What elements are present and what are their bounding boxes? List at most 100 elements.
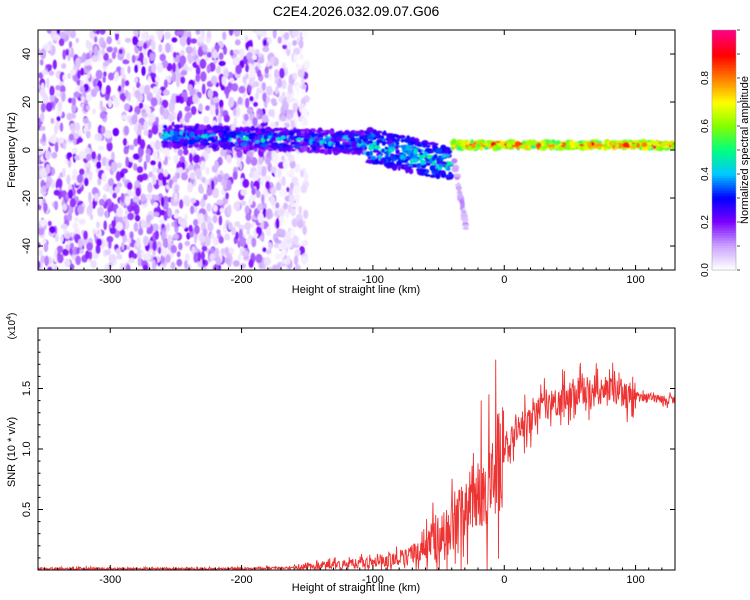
carrier-point bbox=[636, 142, 640, 149]
signal-track-middle-point bbox=[406, 138, 410, 142]
noise-speckle bbox=[122, 215, 128, 221]
signal-track-middle-point bbox=[395, 141, 400, 145]
carrier-point bbox=[536, 142, 542, 148]
noise-speckle bbox=[157, 161, 162, 170]
noise-speckle bbox=[53, 189, 61, 196]
noise-speckle bbox=[141, 112, 148, 118]
noise-speckle bbox=[127, 212, 134, 221]
noise-speckle bbox=[114, 186, 120, 194]
colorbar-step bbox=[712, 180, 736, 184]
noise-speckle bbox=[223, 68, 229, 78]
noise-speckle bbox=[84, 177, 89, 187]
noise-speckle bbox=[196, 57, 201, 65]
signal-track-early-point bbox=[240, 146, 248, 151]
noise-speckle bbox=[248, 46, 254, 53]
signal-track-early-point bbox=[344, 144, 352, 148]
noise-speckle bbox=[86, 166, 90, 174]
colorbar-step bbox=[712, 267, 736, 271]
noise-speckle bbox=[85, 250, 90, 260]
noise-speckle bbox=[60, 234, 64, 243]
signal-track-middle-point bbox=[416, 168, 422, 172]
noise-speckle bbox=[209, 104, 215, 116]
noise-speckle bbox=[272, 30, 277, 39]
noise-speckle bbox=[65, 244, 71, 250]
signal-track-middle-point bbox=[383, 158, 387, 164]
noise-speckle bbox=[276, 78, 283, 88]
noise-speckle bbox=[188, 164, 194, 171]
signal-track-early-point bbox=[273, 145, 281, 148]
noise-speckle bbox=[77, 69, 81, 79]
noise-speckle bbox=[233, 56, 240, 65]
noise-speckle bbox=[179, 36, 187, 47]
noise-speckle bbox=[260, 30, 267, 38]
noise-speckle bbox=[140, 219, 147, 229]
noise-speckle bbox=[167, 207, 173, 218]
snr-x-label: Height of straight line (km) bbox=[292, 582, 420, 594]
colorbar-step bbox=[712, 217, 736, 221]
noise-speckle bbox=[71, 97, 77, 106]
noise-speckle bbox=[192, 93, 199, 104]
signal-track-early-point bbox=[312, 146, 318, 152]
noise-speckle bbox=[175, 95, 181, 103]
noise-speckle bbox=[216, 65, 221, 74]
noise-speckle bbox=[177, 148, 183, 157]
carrier-point bbox=[617, 142, 623, 149]
signal-track-early-point bbox=[338, 144, 342, 148]
colorbar-step bbox=[712, 150, 736, 154]
noise-speckle bbox=[84, 147, 91, 154]
noise-speckle bbox=[129, 257, 135, 264]
noise-speckle bbox=[67, 240, 71, 246]
noise-speckle bbox=[112, 192, 117, 199]
noise-speckle bbox=[143, 57, 148, 66]
noise-speckle bbox=[267, 37, 272, 44]
noise-speckle bbox=[98, 198, 105, 206]
noise-speckle bbox=[239, 236, 246, 247]
noise-speckle bbox=[193, 252, 198, 263]
noise-speckle bbox=[149, 52, 156, 61]
noise-speckle bbox=[106, 141, 113, 152]
signal-track-early-point bbox=[187, 139, 195, 146]
signal-track-early-point bbox=[236, 137, 242, 143]
noise-speckle bbox=[113, 97, 120, 108]
noise-speckle bbox=[71, 175, 77, 181]
noise-speckle bbox=[262, 92, 267, 103]
carrier-point bbox=[470, 143, 477, 149]
noise-speckle bbox=[195, 73, 201, 83]
signal-track-middle-point bbox=[409, 159, 414, 164]
colorbar-tick-label: 0.4 bbox=[700, 167, 711, 181]
noise-speckle bbox=[44, 255, 49, 267]
noise-speckle bbox=[265, 96, 271, 103]
carrier-point bbox=[475, 142, 481, 148]
noise-speckle bbox=[145, 152, 151, 163]
signal-track-early-point bbox=[263, 134, 269, 140]
carrier-point bbox=[508, 141, 514, 145]
noise-speckle bbox=[124, 91, 129, 97]
signal-track-early-point bbox=[339, 147, 345, 151]
colorbar-step bbox=[712, 252, 736, 256]
noise-speckle bbox=[214, 247, 220, 258]
noise-speckle bbox=[187, 84, 193, 91]
colorbar-step bbox=[712, 165, 736, 169]
signal-track-early-point bbox=[345, 131, 351, 134]
noise-speckle bbox=[159, 209, 166, 216]
signal-track-early-point bbox=[207, 136, 215, 141]
carrier-point bbox=[530, 139, 537, 146]
noise-speckle bbox=[250, 222, 255, 228]
noise-speckle bbox=[103, 71, 107, 77]
noise-speckle bbox=[224, 257, 231, 264]
noise-speckle bbox=[181, 172, 188, 181]
noise-speckle bbox=[169, 43, 174, 54]
colorbar-step bbox=[712, 30, 736, 34]
noise-speckle bbox=[39, 197, 43, 206]
signal-track-early-point bbox=[234, 147, 242, 151]
noise-speckle bbox=[280, 249, 286, 258]
noise-speckle bbox=[180, 70, 188, 76]
signal-track-middle-point bbox=[409, 140, 416, 144]
noise-speckle bbox=[73, 132, 80, 139]
noise-speckle bbox=[87, 121, 92, 130]
signal-track-middle-point bbox=[433, 162, 437, 166]
noise-speckle bbox=[158, 43, 163, 53]
noise-speckle bbox=[274, 69, 280, 79]
noise-speckle bbox=[66, 174, 71, 185]
noise-speckle bbox=[152, 259, 156, 270]
